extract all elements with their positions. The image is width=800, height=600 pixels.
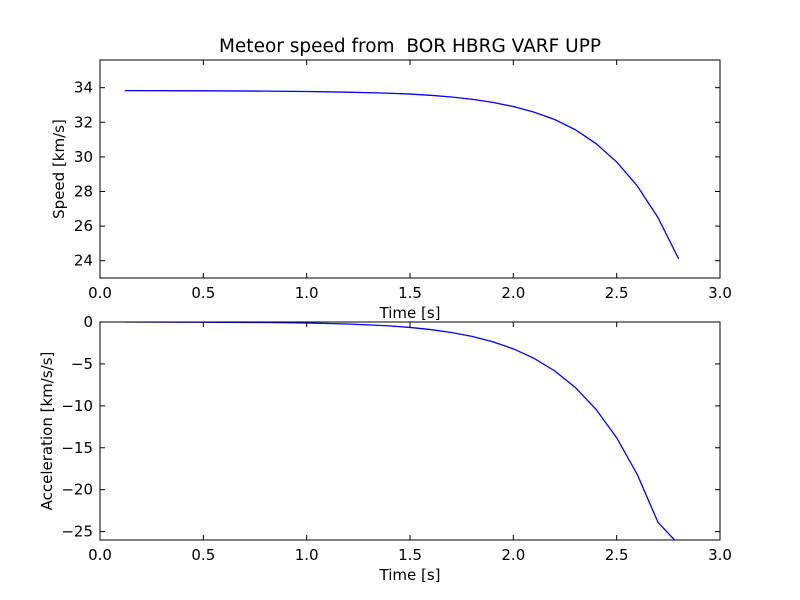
acceleration-y-tick-label: −15 — [61, 439, 93, 457]
speed-x-axis-label: Time [s] — [379, 304, 441, 322]
acceleration-x-tick-label: 0.5 — [191, 546, 215, 564]
acceleration-y-tick-label: −20 — [61, 481, 93, 499]
speed-x-tick-label: 1.0 — [295, 284, 319, 302]
speed-x-tick-label: 2.5 — [605, 284, 629, 302]
acceleration-x-tick-label: 3.0 — [708, 546, 732, 564]
acceleration-x-tick-label: 1.5 — [398, 546, 422, 564]
speed-chart: 0.0 0.5 1.0 1.5 2.0 2.5 3.0 24 26 28 30 32 34 Time [s… — [50, 36, 732, 322]
speed-x-tick-label: 3.0 — [708, 284, 732, 302]
acceleration-y-tick-label: −5 — [71, 355, 93, 373]
speed-chart-title: Meteor speed from BOR HBRG VARF UPP — [219, 36, 601, 57]
acceleration-plot-area — [100, 322, 720, 540]
acceleration-y-tick-label: −10 — [61, 397, 93, 415]
speed-series-line-0 — [124, 89, 680, 260]
speed-x-tick-label: 1.5 — [398, 284, 422, 302]
speed-y-tick-label: 24 — [74, 252, 93, 270]
acceleration-x-axis-label: Time [s] — [379, 566, 441, 584]
speed-y-tick-label: 26 — [74, 217, 93, 235]
speed-y-tick-label: 32 — [74, 113, 93, 131]
acceleration-x-tick-label: 2.0 — [501, 546, 525, 564]
acceleration-x-tick-label: 1.0 — [295, 546, 319, 564]
speed-x-tick-label: 2.0 — [501, 284, 525, 302]
acceleration-series-line-0 — [124, 322, 676, 540]
speed-x-tick-label: 0.5 — [191, 284, 215, 302]
speed-plot-area — [100, 60, 720, 278]
speed-y-axis-label: Speed [km/s] — [50, 119, 68, 219]
speed-y-tick-label: 28 — [74, 182, 93, 200]
acceleration-chart: 0.0 0.5 1.0 1.5 2.0 2.5 3.0 0 −5 −10 −15 −20 −25 Time… — [38, 313, 732, 584]
speed-y-tick-label: 30 — [74, 148, 93, 166]
acceleration-y-tick-label: 0 — [83, 313, 93, 331]
acceleration-y-tick-label: −25 — [61, 523, 93, 541]
speed-y-tick-label: 34 — [74, 79, 93, 97]
acceleration-x-tick-label: 0.0 — [88, 546, 112, 564]
acceleration-y-axis-label: Acceleration [km/s/s] — [38, 352, 56, 511]
speed-x-tick-label: 0.0 — [88, 284, 112, 302]
acceleration-x-tick-label: 2.5 — [605, 546, 629, 564]
